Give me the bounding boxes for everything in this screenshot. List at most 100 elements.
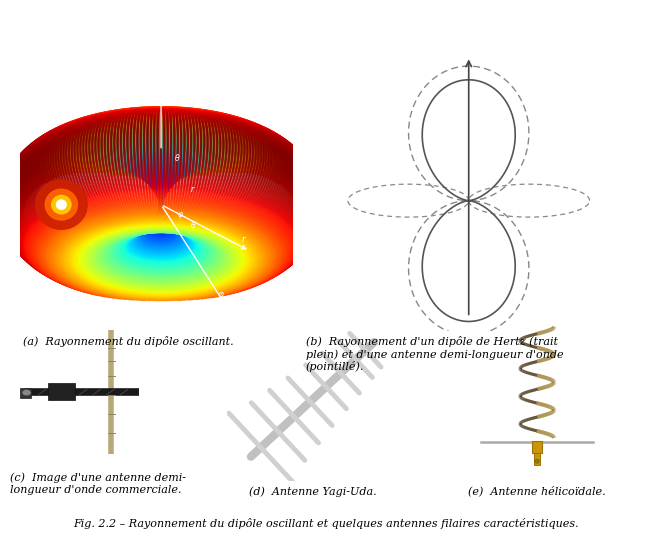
Point <box>86 124 96 133</box>
Point <box>169 243 179 252</box>
Point <box>94 278 104 287</box>
Point <box>158 191 169 199</box>
Point <box>156 200 166 209</box>
Point <box>98 130 109 139</box>
Point <box>151 222 161 230</box>
Point <box>133 160 143 169</box>
Point <box>221 119 232 127</box>
Point <box>204 140 214 148</box>
Point <box>156 198 166 206</box>
Point <box>163 234 173 243</box>
Point <box>156 205 167 213</box>
Point <box>155 195 165 203</box>
Point <box>205 217 215 226</box>
Point <box>161 215 172 223</box>
Point <box>81 142 92 150</box>
Point <box>268 169 278 178</box>
Point <box>159 191 169 199</box>
Point <box>156 198 167 206</box>
Point <box>151 218 161 227</box>
Point <box>5 231 16 239</box>
Point <box>156 200 166 209</box>
Point <box>155 205 165 213</box>
Point <box>162 150 173 159</box>
Point <box>217 151 227 159</box>
Point <box>185 196 195 205</box>
Point <box>299 183 310 192</box>
Point <box>298 211 308 220</box>
Point <box>156 200 166 209</box>
Point <box>143 175 154 183</box>
Point <box>225 218 236 226</box>
Point <box>107 255 117 263</box>
Point <box>157 195 167 204</box>
Point <box>7 175 18 183</box>
Point <box>23 143 34 152</box>
Point <box>190 195 201 204</box>
Point <box>12 228 23 237</box>
Point <box>158 193 168 202</box>
Point <box>75 120 85 129</box>
Point <box>92 111 103 120</box>
Point <box>156 204 167 213</box>
Point <box>126 216 136 225</box>
Point <box>174 227 184 235</box>
Point <box>152 254 163 263</box>
Point <box>199 234 210 242</box>
Point <box>178 268 188 276</box>
Point <box>197 257 208 266</box>
Point <box>245 127 256 136</box>
Point <box>55 231 65 239</box>
Point <box>2 201 12 210</box>
Point <box>142 226 152 235</box>
Point <box>155 197 165 206</box>
Point <box>50 168 61 177</box>
Point <box>139 145 150 154</box>
Point <box>94 142 104 150</box>
Point <box>312 177 323 186</box>
Point <box>155 205 165 213</box>
Point <box>167 175 178 183</box>
Point <box>46 270 56 279</box>
Point <box>237 257 247 266</box>
Point <box>154 209 164 217</box>
Point <box>160 216 171 225</box>
Point <box>145 224 155 232</box>
Point <box>162 216 173 224</box>
Point <box>53 172 64 180</box>
Point <box>224 260 234 268</box>
Point <box>161 219 172 227</box>
Point <box>161 214 172 222</box>
Point <box>152 182 162 191</box>
Point <box>69 248 79 257</box>
Point <box>264 162 275 171</box>
Point <box>201 161 211 169</box>
Point <box>5 176 16 184</box>
Point <box>150 171 160 180</box>
Point <box>124 137 135 146</box>
Point <box>61 167 72 175</box>
Point <box>156 200 166 209</box>
Point <box>130 236 140 245</box>
Point <box>145 179 155 188</box>
Point <box>156 201 166 210</box>
Point <box>149 184 159 193</box>
Point <box>152 189 163 197</box>
Point <box>108 109 118 118</box>
Point <box>0 208 6 217</box>
Point <box>219 138 230 147</box>
Point <box>134 156 145 164</box>
Point <box>156 197 166 206</box>
Point <box>30 138 40 146</box>
Point <box>154 216 164 224</box>
Point <box>156 200 166 209</box>
Point <box>67 151 77 159</box>
Point <box>266 270 276 279</box>
Point <box>156 200 166 209</box>
Point <box>284 242 294 251</box>
Point <box>105 154 116 163</box>
Point <box>120 247 131 255</box>
Point <box>232 268 243 277</box>
Point <box>151 224 161 233</box>
Point <box>139 139 149 148</box>
